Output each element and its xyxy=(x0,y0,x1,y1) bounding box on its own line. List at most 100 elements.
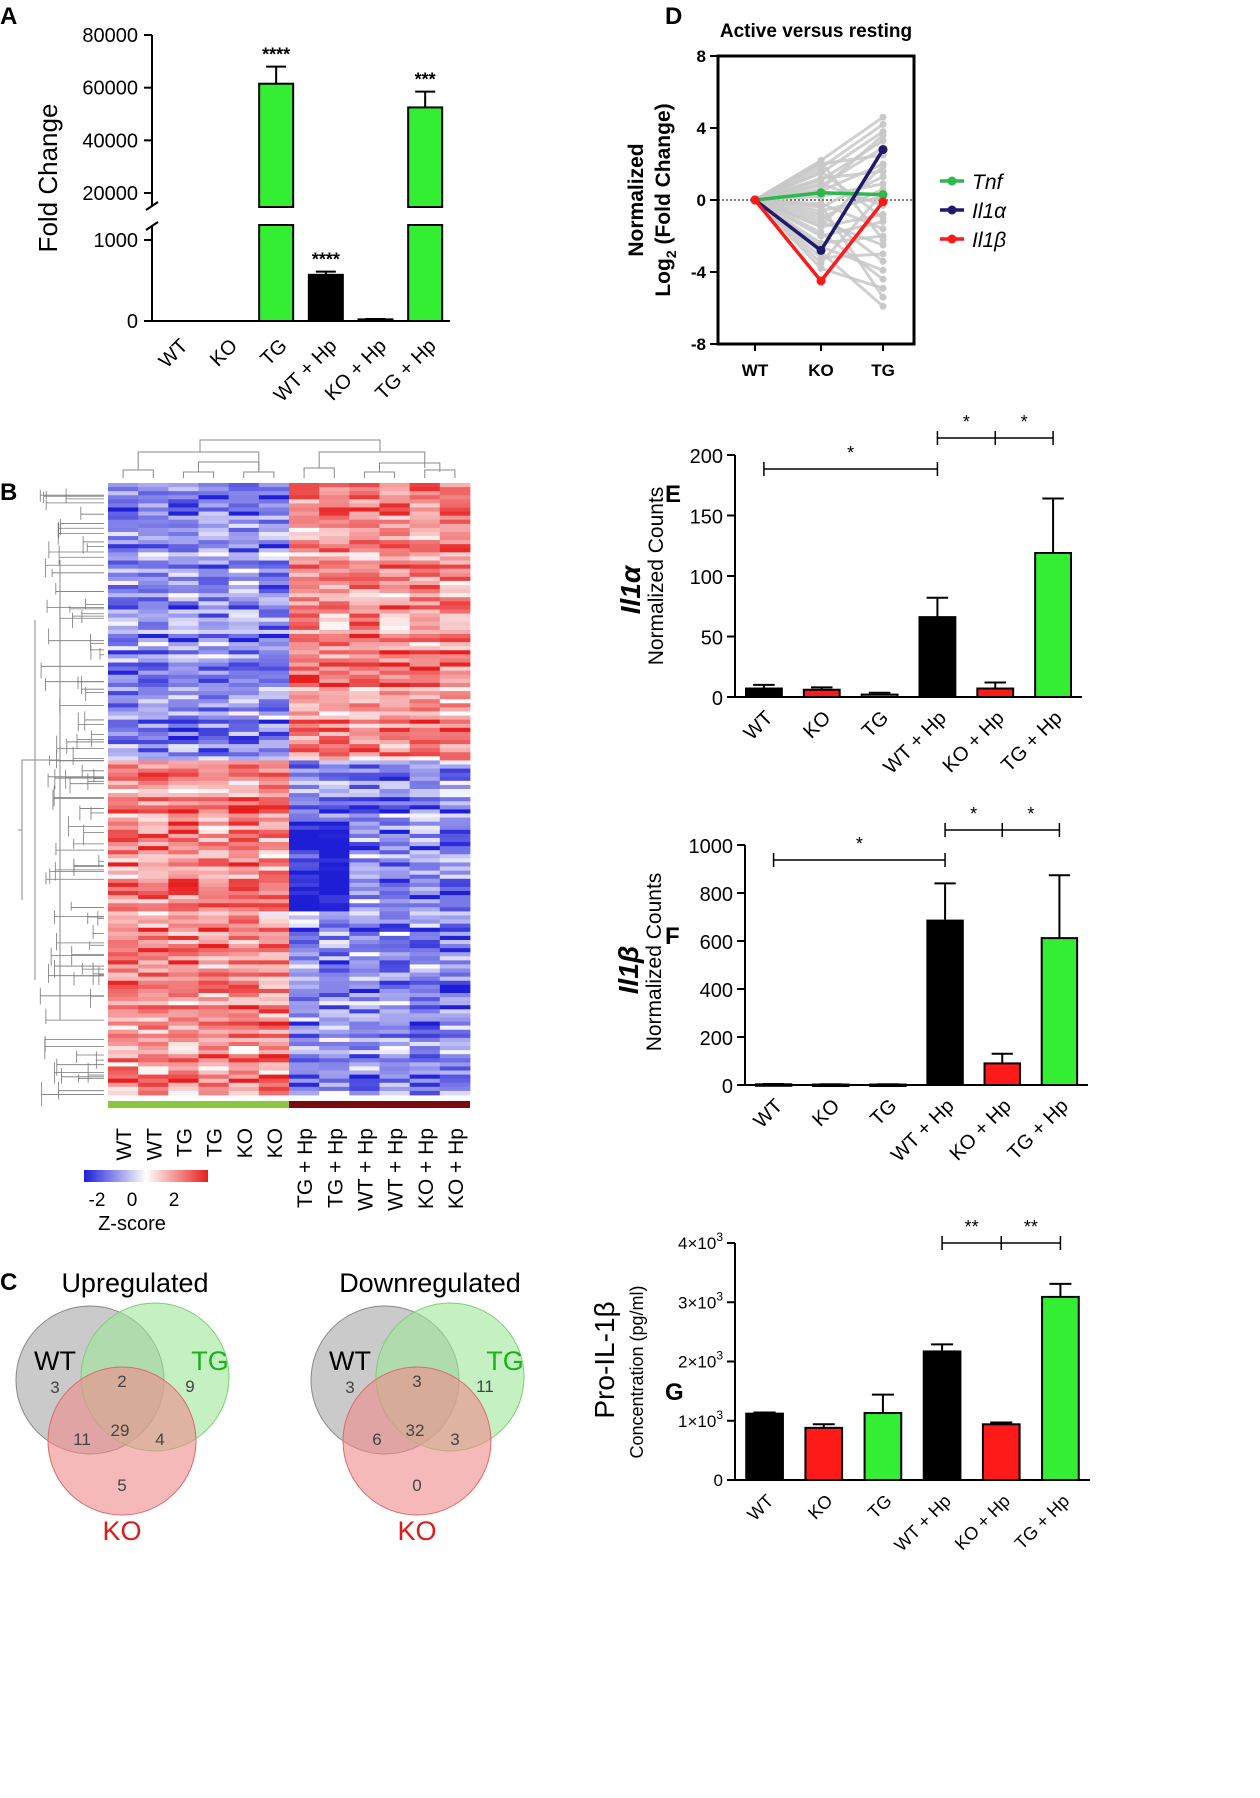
y-tick-label: 1000 xyxy=(689,836,734,858)
heatmap-cell xyxy=(289,878,320,884)
heatmap-cell xyxy=(319,809,350,814)
heatmap-cell xyxy=(198,1013,230,1018)
y-tick-label: 8 xyxy=(697,47,706,66)
heatmap-cell xyxy=(228,740,260,745)
heatmap-cell xyxy=(379,711,411,716)
heatmap-cell xyxy=(258,833,290,839)
heatmap-cell xyxy=(198,935,230,941)
heatmap-cell xyxy=(108,952,139,957)
heatmap-cell xyxy=(258,797,290,802)
heatmap-cell xyxy=(228,842,260,847)
heatmap-cell xyxy=(198,580,230,586)
heatmap-cell xyxy=(138,907,169,912)
heatmap-cell xyxy=(319,833,350,839)
heatmap-cell xyxy=(258,846,290,851)
heatmap-cell xyxy=(289,511,320,517)
heatmap-cell xyxy=(108,997,139,1002)
heatmap-cell xyxy=(319,801,350,806)
heatmap-cell xyxy=(168,935,199,941)
y-tick-label: 2×103 xyxy=(678,1349,723,1372)
heatmap-cell xyxy=(349,805,380,810)
heatmap-cell xyxy=(168,695,199,700)
heatmap-cell xyxy=(198,727,230,733)
heatmap-cell xyxy=(168,491,199,496)
heatmap-cell xyxy=(258,748,290,753)
bar-ko-hp xyxy=(983,1062,1021,1087)
heatmap-cell xyxy=(168,572,199,578)
heatmap-cell xyxy=(138,1066,169,1071)
heatmap-cell xyxy=(379,735,411,741)
heatmap-cell xyxy=(439,891,471,896)
heatmap-cell xyxy=(319,593,350,598)
heatmap-cell xyxy=(349,658,380,663)
heatmap-cell xyxy=(108,764,139,769)
legend-label: Tnf xyxy=(972,171,1005,194)
heatmap-cell xyxy=(409,491,441,496)
heatmap-cell xyxy=(319,972,350,978)
heatmap-cell xyxy=(319,1050,350,1055)
heatmap-cell xyxy=(228,862,260,867)
heatmap-cell xyxy=(319,548,350,553)
heatmap-cell xyxy=(258,560,290,565)
heatmap-cell xyxy=(379,866,411,871)
heatmap-cell xyxy=(289,507,320,512)
heatmap-cell xyxy=(289,695,320,700)
heatmap-cell xyxy=(409,499,441,504)
heatmap-cell xyxy=(409,593,441,598)
significance-label: **** xyxy=(262,45,290,65)
heatmap-cell xyxy=(439,531,471,537)
heatmap-cell xyxy=(228,531,260,537)
heatmap-cell xyxy=(108,523,139,529)
heatmap-cell xyxy=(319,842,350,847)
heatmap-cell xyxy=(228,560,260,565)
heatmap-cell xyxy=(379,625,411,631)
heatmap-cell xyxy=(289,687,320,692)
heatmap-cell xyxy=(108,678,139,684)
heatmap-cell xyxy=(289,809,320,814)
heatmap-cell xyxy=(258,727,290,733)
heatmap-cell xyxy=(379,1041,411,1047)
venn-label-ko: KO xyxy=(397,1516,436,1546)
heatmap-cell xyxy=(319,984,350,990)
heatmap-cell xyxy=(289,585,320,590)
heatmap-cell xyxy=(349,1046,380,1051)
heatmap-cell xyxy=(319,597,350,602)
heatmap-cell xyxy=(379,780,411,786)
heatmap-cell xyxy=(349,731,380,737)
heatmap-cell xyxy=(198,1025,230,1031)
heatmap-cell xyxy=(349,564,380,570)
heatmap-cell xyxy=(258,1086,290,1092)
heatmap-cell xyxy=(319,939,350,945)
heatmap-cell xyxy=(258,821,290,827)
heatmap-cell xyxy=(198,997,230,1002)
heatmap-cell xyxy=(409,597,441,602)
heatmap-cell xyxy=(258,1082,290,1088)
heatmap-cell xyxy=(168,780,199,786)
heatmap-cell xyxy=(349,744,380,749)
heatmap-cell xyxy=(379,1082,411,1088)
heatmap-cell xyxy=(258,1037,290,1043)
venn-label-wt: WT xyxy=(34,1346,76,1376)
heatmap-cell xyxy=(168,870,199,876)
heatmap-cell xyxy=(379,515,411,521)
heatmap-cell xyxy=(108,556,139,561)
heatmap-cell xyxy=(168,1021,199,1027)
heatmap-cell xyxy=(409,988,441,994)
heatmap-cell xyxy=(349,972,380,978)
heatmap-cell xyxy=(228,503,260,508)
heatmap-cell xyxy=(409,601,441,606)
heatmap-cell xyxy=(138,613,169,619)
heatmap-cell xyxy=(228,605,260,610)
heatmap-cell xyxy=(108,809,139,814)
heatmap-cell xyxy=(108,1005,139,1010)
heatmap-cell xyxy=(409,666,441,672)
heatmap-cell xyxy=(258,740,290,745)
heatmap-cell xyxy=(289,805,320,810)
heatmap-cell xyxy=(289,572,320,578)
heatmap-cell xyxy=(409,793,441,798)
heatmap-cell xyxy=(258,784,290,790)
heatmap-cell xyxy=(349,515,380,521)
heatmap-cell xyxy=(138,511,169,517)
heatmap-cell xyxy=(379,842,411,847)
heatmap-cell xyxy=(168,854,199,859)
